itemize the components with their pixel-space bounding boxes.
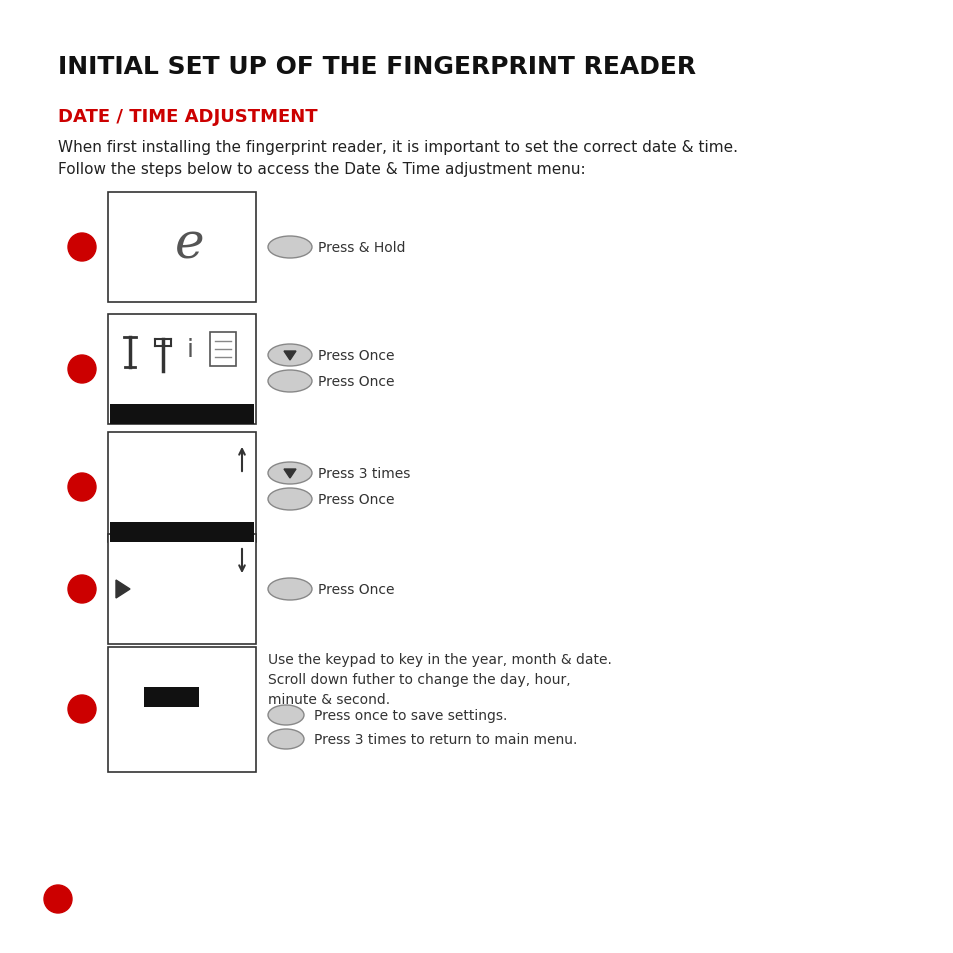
Text: Press Once: Press Once xyxy=(317,349,395,363)
Circle shape xyxy=(68,576,96,603)
Ellipse shape xyxy=(268,345,312,367)
Text: Press Once: Press Once xyxy=(317,582,395,597)
Text: Press Once: Press Once xyxy=(317,493,395,506)
Text: Press 3 times: Press 3 times xyxy=(317,467,410,480)
Bar xyxy=(210,333,235,367)
Bar xyxy=(108,193,255,303)
Text: Press 3 times to return to main menu.: Press 3 times to return to main menu. xyxy=(314,732,577,746)
Bar xyxy=(108,314,255,424)
Circle shape xyxy=(68,474,96,501)
Bar xyxy=(108,433,255,542)
Ellipse shape xyxy=(268,371,312,393)
Polygon shape xyxy=(284,470,295,478)
Bar xyxy=(108,647,255,772)
Text: Use the keypad to key in the year, month & date.
Scroll down futher to change th: Use the keypad to key in the year, month… xyxy=(268,652,611,706)
Polygon shape xyxy=(116,580,130,598)
Text: Press once to save settings.: Press once to save settings. xyxy=(314,708,507,722)
Ellipse shape xyxy=(268,236,312,258)
Ellipse shape xyxy=(268,578,312,600)
Ellipse shape xyxy=(268,489,312,511)
Polygon shape xyxy=(284,352,295,360)
Text: DATE / TIME ADJUSTMENT: DATE / TIME ADJUSTMENT xyxy=(58,108,317,126)
Text: INITIAL SET UP OF THE FINGERPRINT READER: INITIAL SET UP OF THE FINGERPRINT READER xyxy=(58,55,696,79)
Ellipse shape xyxy=(268,462,312,484)
Bar xyxy=(110,405,253,424)
Ellipse shape xyxy=(268,729,304,749)
Circle shape xyxy=(44,885,71,913)
Bar xyxy=(108,535,255,644)
Text: Press Once: Press Once xyxy=(317,375,395,389)
Bar xyxy=(144,687,199,707)
Circle shape xyxy=(68,696,96,723)
Bar xyxy=(110,522,253,542)
Text: When first installing the fingerprint reader, it is important to set the correct: When first installing the fingerprint re… xyxy=(58,140,738,176)
Ellipse shape xyxy=(268,705,304,725)
Circle shape xyxy=(68,233,96,262)
Text: e: e xyxy=(175,220,205,270)
Text: i: i xyxy=(186,337,193,361)
Circle shape xyxy=(68,355,96,384)
Text: Press & Hold: Press & Hold xyxy=(317,241,405,254)
